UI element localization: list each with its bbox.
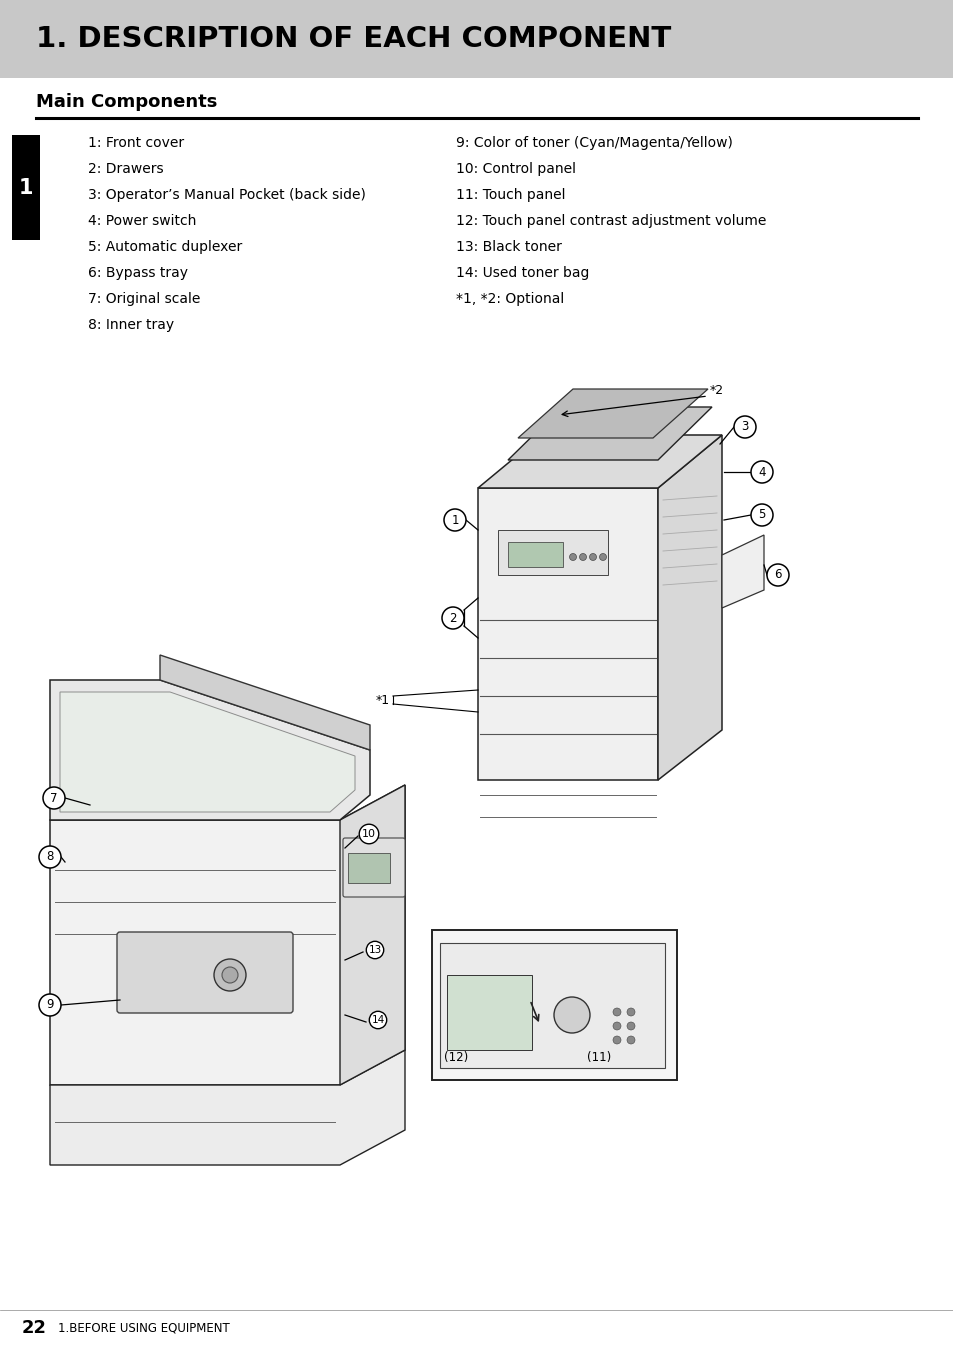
Text: 5: Automatic duplexer: 5: Automatic duplexer [88,240,242,253]
Circle shape [222,967,237,983]
Circle shape [766,563,788,586]
Text: *1, *2: Optional: *1, *2: Optional [456,293,563,306]
Circle shape [213,958,246,991]
Text: 3: 3 [740,421,748,434]
Circle shape [750,504,772,526]
Text: 2: Drawers: 2: Drawers [88,162,164,177]
Polygon shape [160,655,370,749]
Circle shape [613,1008,620,1016]
Text: 8: 8 [47,851,53,864]
Bar [432,930,677,1080]
Polygon shape [50,785,405,1085]
Polygon shape [477,488,658,780]
Circle shape [626,1037,635,1043]
Text: 22: 22 [22,1318,47,1337]
Polygon shape [477,435,721,488]
Text: (11): (11) [586,1051,611,1064]
Bar [497,530,607,576]
Text: 6: Bypass tray: 6: Bypass tray [88,266,188,280]
Bar [507,542,562,568]
Circle shape [43,787,65,809]
Polygon shape [507,407,711,460]
Circle shape [589,554,596,561]
Text: 1: 1 [19,178,33,198]
Text: 13: Black toner: 13: Black toner [456,240,561,253]
Text: 10: 10 [361,829,375,838]
Text: 1: Front cover: 1: Front cover [88,136,184,150]
Text: 7: 7 [51,791,58,805]
Text: 9: 9 [46,999,53,1011]
Text: 4: 4 [758,465,765,479]
Text: 4: Power switch: 4: Power switch [88,214,196,228]
Text: 1. DESCRIPTION OF EACH COMPONENT: 1. DESCRIPTION OF EACH COMPONENT [36,26,671,53]
Bar [12,135,40,240]
Polygon shape [60,692,355,811]
Text: 1: 1 [451,514,458,527]
Circle shape [578,554,586,561]
Circle shape [443,510,465,531]
Text: 14: Used toner bag: 14: Used toner bag [456,266,589,280]
Text: 13: 13 [368,945,381,954]
Bar [447,975,532,1050]
Circle shape [39,847,61,868]
Circle shape [569,554,576,561]
FancyBboxPatch shape [343,838,405,896]
Bar [439,944,664,1068]
Circle shape [39,993,61,1016]
Text: 11: Touch panel: 11: Touch panel [456,187,565,202]
Circle shape [750,461,772,483]
Text: (12): (12) [443,1051,468,1064]
Polygon shape [658,435,721,780]
Text: 2: 2 [449,612,456,624]
Circle shape [613,1037,620,1043]
Circle shape [598,554,606,561]
Bar [0,0,953,78]
Polygon shape [50,679,370,820]
Circle shape [733,417,755,438]
Circle shape [613,1022,620,1030]
Circle shape [554,998,589,1033]
Text: 8: Inner tray: 8: Inner tray [88,318,174,332]
Text: 6: 6 [774,569,781,581]
Bar [348,853,390,883]
Polygon shape [339,785,405,1085]
Circle shape [626,1008,635,1016]
Text: 12: Touch panel contrast adjustment volume: 12: Touch panel contrast adjustment volu… [456,214,765,228]
Text: 14: 14 [371,1015,384,1024]
Polygon shape [50,1050,405,1165]
Text: 9: Color of toner (Cyan/Magenta/Yellow): 9: Color of toner (Cyan/Magenta/Yellow) [456,136,732,150]
Text: 5: 5 [758,508,765,522]
Polygon shape [517,390,707,438]
FancyBboxPatch shape [117,931,293,1012]
Circle shape [626,1022,635,1030]
Text: *2: *2 [709,383,723,396]
Polygon shape [721,535,763,608]
Text: Main Components: Main Components [36,93,217,111]
Circle shape [441,607,463,630]
Text: *1: *1 [375,693,390,706]
Text: 10: Control panel: 10: Control panel [456,162,576,177]
Text: 1.BEFORE USING EQUIPMENT: 1.BEFORE USING EQUIPMENT [58,1321,230,1335]
Text: 7: Original scale: 7: Original scale [88,293,200,306]
Text: 3: Operator’s Manual Pocket (back side): 3: Operator’s Manual Pocket (back side) [88,187,366,202]
